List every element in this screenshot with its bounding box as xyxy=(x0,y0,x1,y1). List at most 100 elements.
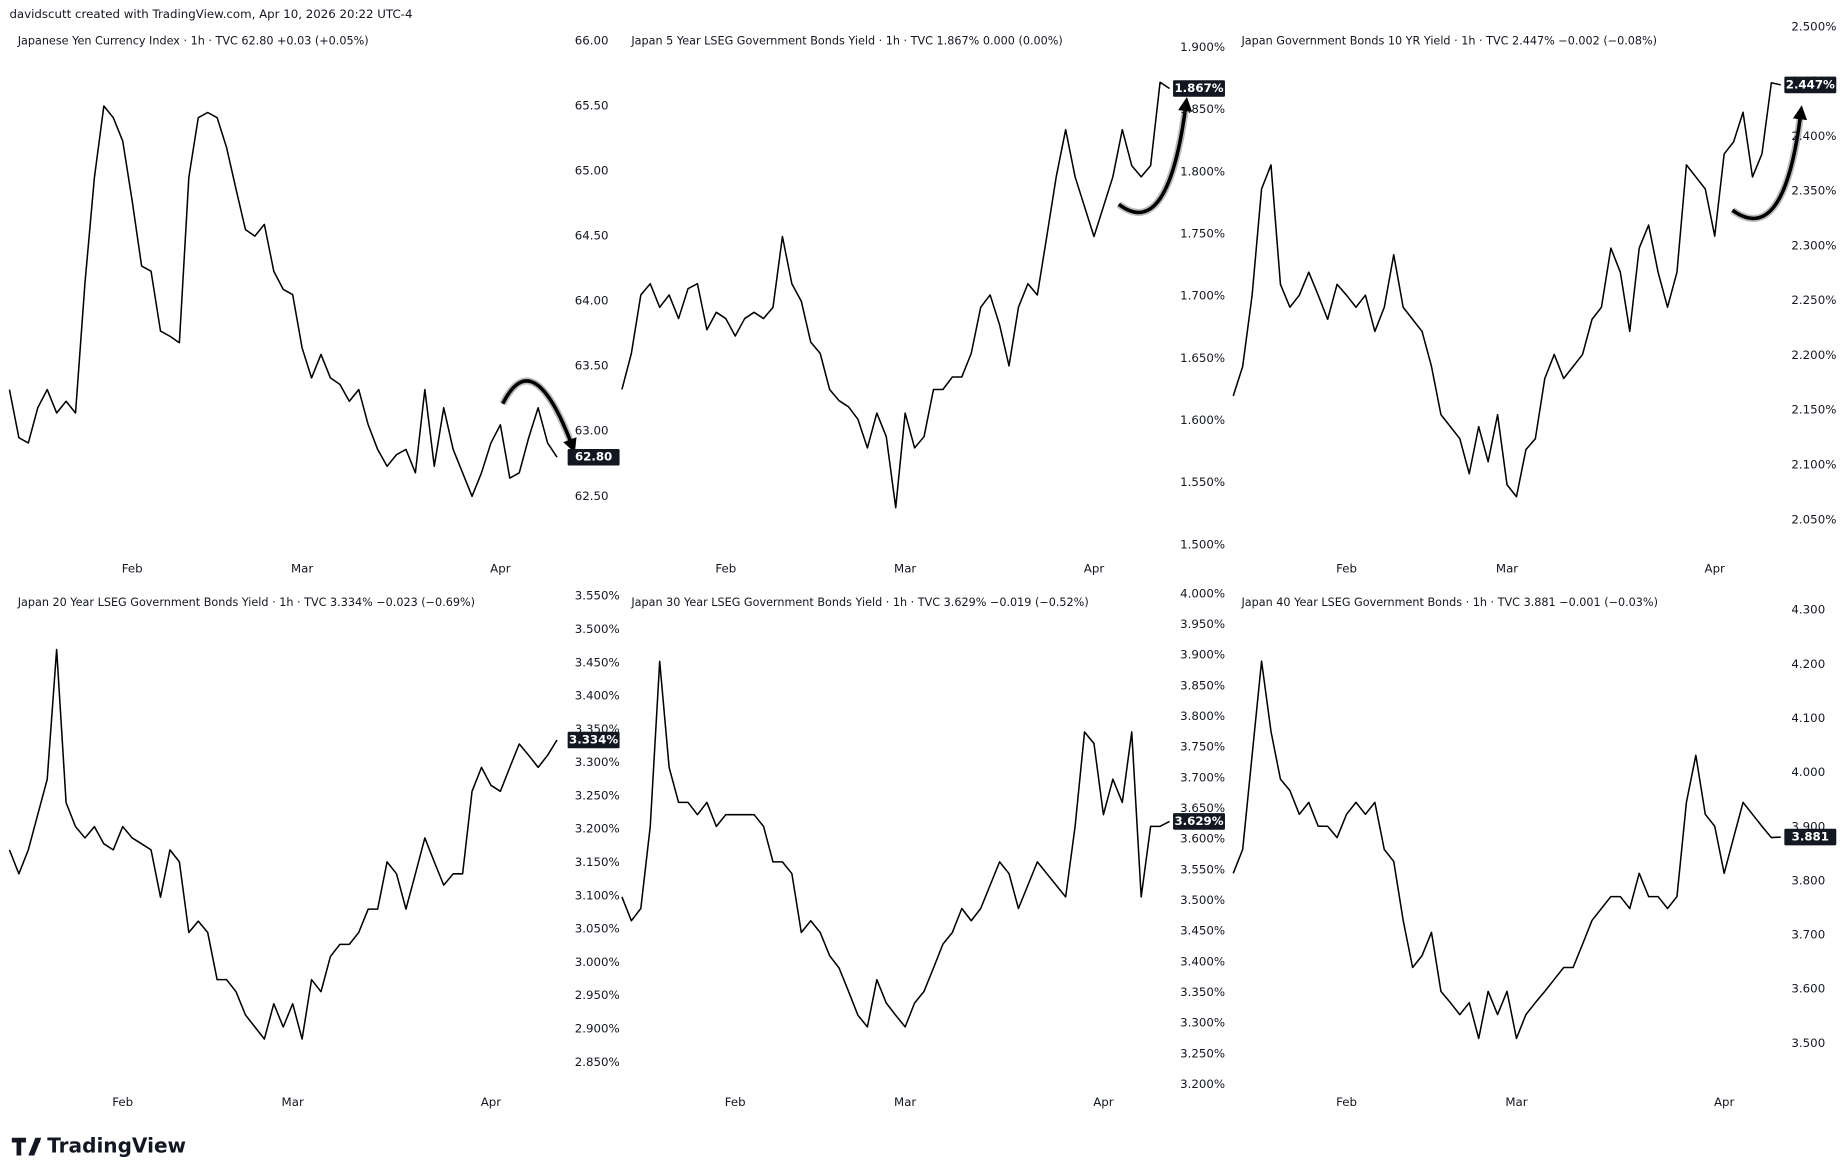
x-tick-label: Feb xyxy=(1336,561,1357,575)
x-tick-label: Mar xyxy=(291,561,313,575)
y-tick-label: 3.500 xyxy=(1791,1036,1825,1050)
x-tick-label: Mar xyxy=(894,1095,916,1109)
y-tick-label: 1.650% xyxy=(1180,351,1225,365)
last-value-box xyxy=(1173,813,1225,830)
y-tick-label: 2.900% xyxy=(575,1021,620,1035)
y-tick-label: 3.500% xyxy=(1180,893,1225,907)
y-tick-label: 2.100% xyxy=(1791,458,1836,472)
annotation-halo xyxy=(499,377,576,448)
y-tick-label: 3.400% xyxy=(575,689,620,703)
x-tick-label: Mar xyxy=(894,561,916,575)
y-tick-label: 4.200 xyxy=(1791,657,1825,671)
x-tick-label: Apr xyxy=(1084,561,1105,575)
x-tick-label: Apr xyxy=(1714,1095,1735,1109)
logo: TradingView xyxy=(11,1134,186,1158)
y-tick-label: 1.750% xyxy=(1180,227,1225,241)
y-tick-label: 62.50 xyxy=(575,489,609,503)
price-line xyxy=(1232,660,1781,1040)
y-tick-label: 3.000% xyxy=(575,955,620,969)
x-tick-label: Apr xyxy=(1093,1095,1114,1109)
y-tick-label: 3.700% xyxy=(1180,770,1225,784)
y-tick-label: 3.600 xyxy=(1791,982,1825,996)
y-tick-label: 64.50 xyxy=(575,229,609,243)
y-tick-label: 66.00 xyxy=(575,33,609,47)
y-tick-label: 3.150% xyxy=(575,855,620,869)
x-tick-label: Apr xyxy=(1705,561,1726,575)
y-tick-label: 3.450% xyxy=(1180,924,1225,938)
price-line xyxy=(621,660,1170,1028)
logo-text: TradingView xyxy=(47,1134,186,1158)
y-tick-label: 3.350% xyxy=(1180,985,1225,999)
y-tick-label: 3.100% xyxy=(575,888,620,902)
y-tick-label: 3.600% xyxy=(1180,832,1225,846)
price-line xyxy=(1232,81,1781,498)
y-tick-label: 3.850% xyxy=(1180,678,1225,692)
y-tick-label: 3.050% xyxy=(575,922,620,936)
y-tick-label: 3.400% xyxy=(1180,954,1225,968)
chart-title: Japan 40 Year LSEG Government Bonds · 1h… xyxy=(1240,596,1657,609)
y-tick-label: 64.00 xyxy=(575,294,609,308)
y-tick-label: 2.050% xyxy=(1791,512,1836,526)
annotation-arrow xyxy=(1117,96,1193,215)
y-tick-label: 2.300% xyxy=(1791,238,1836,252)
last-value-label: 3.334% xyxy=(569,733,618,747)
y-tick-label: 3.550% xyxy=(1180,862,1225,876)
y-tick-label: 2.200% xyxy=(1791,348,1836,362)
y-tick-label: 3.200% xyxy=(575,822,620,836)
y-tick-label: 1.850% xyxy=(1180,102,1225,116)
y-tick-label: 1.550% xyxy=(1180,475,1225,489)
price-line xyxy=(621,81,1170,509)
last-value-label: 1.867% xyxy=(1174,81,1223,95)
x-tick-label: Mar xyxy=(282,1095,304,1109)
y-tick-label: 4.000 xyxy=(1791,765,1825,779)
x-tick-label: Apr xyxy=(481,1095,502,1109)
y-tick-label: 3.800 xyxy=(1791,873,1825,887)
y-tick-label: 2.500% xyxy=(1791,19,1836,33)
x-tick-label: Feb xyxy=(715,561,736,575)
y-tick-label: 3.750% xyxy=(1180,740,1225,754)
x-tick-label: Feb xyxy=(112,1095,133,1109)
chart-title: Japan 20 Year LSEG Government Bonds Yiel… xyxy=(17,596,475,609)
chart-title: Japan 30 Year LSEG Government Bonds Yiel… xyxy=(630,596,1088,609)
y-tick-label: 2.400% xyxy=(1791,129,1836,143)
chart-title: Japan 5 Year LSEG Government Bonds Yield… xyxy=(630,34,1062,47)
chart-title: Japan Government Bonds 10 YR Yield · 1h … xyxy=(1240,34,1657,47)
y-tick-label: 1.500% xyxy=(1180,537,1225,551)
y-tick-label: 3.700 xyxy=(1791,928,1825,942)
y-tick-label: 2.850% xyxy=(575,1055,620,1069)
annotation-arrow xyxy=(501,379,577,453)
y-tick-label: 2.250% xyxy=(1791,293,1836,307)
y-tick-label: 1.700% xyxy=(1180,289,1225,303)
price-line xyxy=(8,648,558,1040)
x-tick-label: Feb xyxy=(1336,1095,1357,1109)
y-tick-label: 3.300% xyxy=(1180,1016,1225,1030)
y-tick-label: 65.00 xyxy=(575,164,609,178)
x-tick-label: Mar xyxy=(1496,561,1518,575)
y-tick-label: 2.350% xyxy=(1791,184,1836,198)
y-tick-label: 4.000% xyxy=(1180,586,1225,600)
y-tick-label: 63.00 xyxy=(575,424,609,438)
last-value-box xyxy=(1173,80,1225,97)
y-tick-label: 3.200% xyxy=(1180,1077,1225,1091)
last-value-label: 3.629% xyxy=(1174,814,1223,828)
last-value-box xyxy=(567,448,620,466)
x-tick-label: Apr xyxy=(490,561,511,575)
y-tick-label: 3.450% xyxy=(575,655,620,669)
y-tick-label: 3.950% xyxy=(1180,617,1225,631)
y-tick-label: 3.800% xyxy=(1180,709,1225,723)
y-tick-label: 3.250% xyxy=(575,788,620,802)
y-tick-label: 4.300 xyxy=(1791,603,1825,617)
annotation-arrow xyxy=(1731,105,1808,221)
x-tick-label: Feb xyxy=(725,1095,746,1109)
y-tick-label: 3.250% xyxy=(1180,1046,1225,1060)
last-value-box xyxy=(567,731,620,749)
chart-title: Japanese Yen Currency Index · 1h · TVC 6… xyxy=(17,34,369,47)
y-tick-label: 1.800% xyxy=(1180,164,1225,178)
y-tick-label: 1.900% xyxy=(1180,40,1225,54)
last-value-box xyxy=(1784,828,1837,846)
y-tick-label: 65.50 xyxy=(575,98,609,112)
price-line xyxy=(8,105,558,498)
x-tick-label: Feb xyxy=(122,561,143,575)
